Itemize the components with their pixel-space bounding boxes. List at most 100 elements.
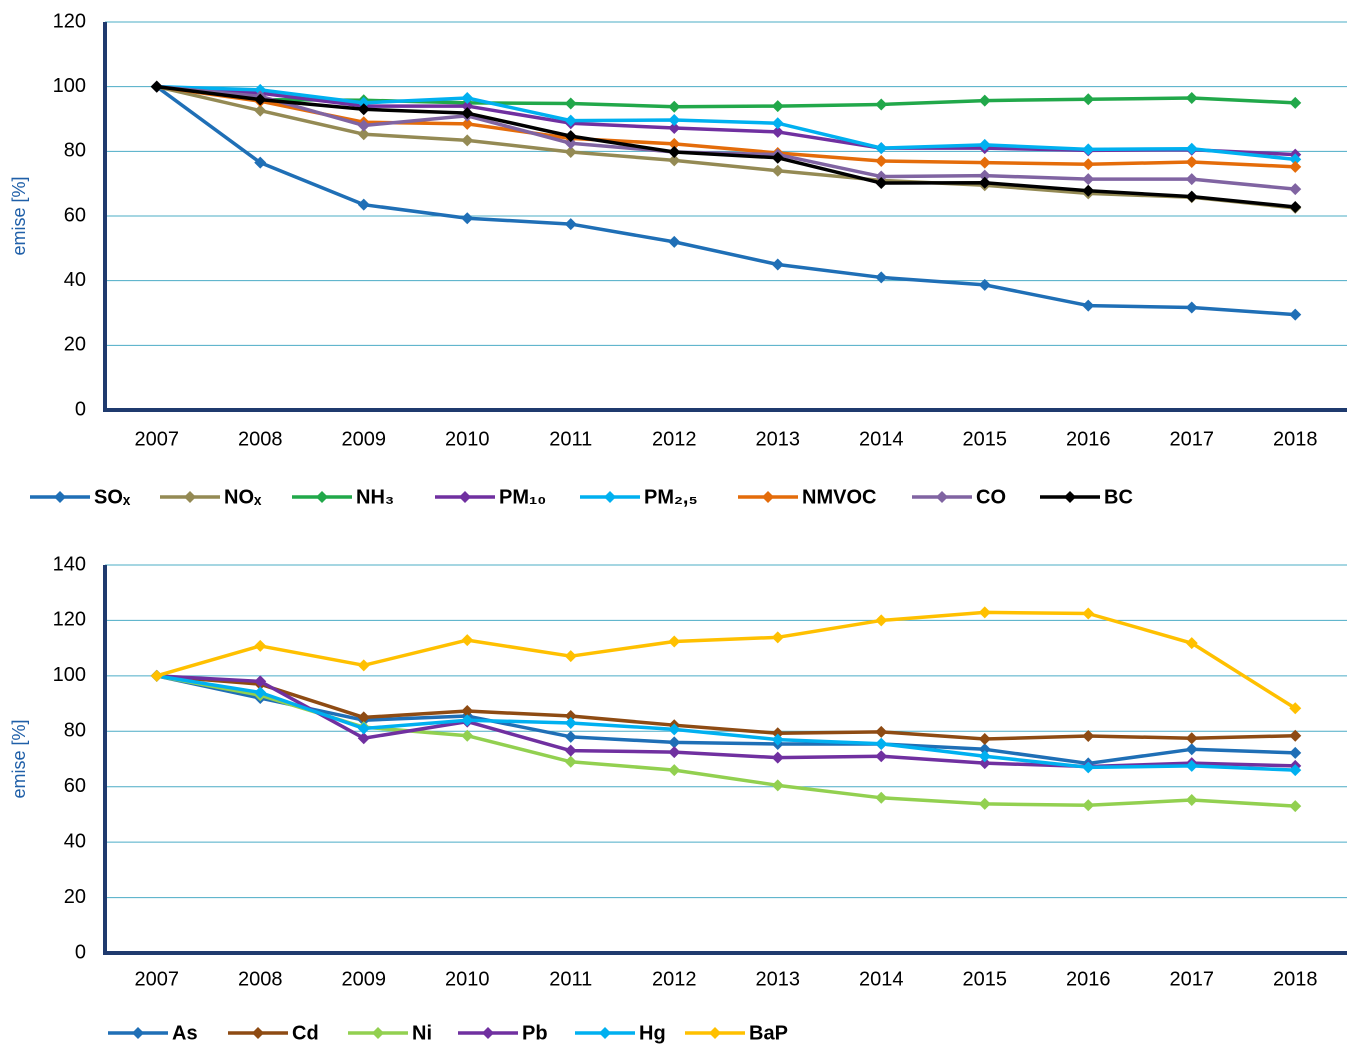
data-point (564, 137, 577, 150)
data-point (875, 98, 888, 111)
data-point (668, 235, 681, 248)
data-point (150, 669, 163, 682)
legend-marker (599, 1027, 611, 1039)
data-point (875, 177, 888, 190)
data-point (875, 614, 888, 627)
data-point (1082, 173, 1095, 186)
data-point (461, 714, 474, 727)
data-point (461, 705, 474, 718)
legend-label: CO (976, 486, 1006, 508)
x-tick-label: 2016 (1066, 428, 1111, 450)
legend-label: PM₁₀ (499, 486, 546, 508)
legend-marker (372, 1027, 384, 1039)
data-point (254, 686, 267, 699)
data-point (1082, 158, 1095, 171)
y-tick-label: 80 (64, 140, 86, 162)
series-line (156, 84, 1296, 209)
data-point (1082, 761, 1095, 774)
legend-label: BaP (749, 1022, 788, 1044)
data-point (771, 733, 784, 746)
legend-label: SOₓ (94, 486, 131, 508)
x-tick-label: 2013 (756, 428, 801, 450)
data-point (1289, 96, 1302, 109)
data-point (875, 155, 888, 168)
data-point (1082, 729, 1095, 742)
data-point (564, 744, 577, 757)
legend-marker (709, 1027, 721, 1039)
data-point (771, 258, 784, 271)
y-axis-title: emise [%] (9, 176, 29, 255)
legend-marker (1064, 491, 1076, 503)
data-point (1185, 301, 1198, 314)
y-tick-label: 60 (64, 204, 86, 226)
data-point (771, 117, 784, 130)
data-point (668, 100, 681, 113)
data-point (461, 117, 474, 130)
data-point (357, 659, 370, 672)
data-point (978, 176, 991, 189)
data-point (564, 730, 577, 743)
data-point (1289, 200, 1302, 213)
legend-marker (316, 491, 328, 503)
data-point (771, 125, 784, 138)
data-point (875, 725, 888, 738)
legend-label: NOₓ (224, 486, 262, 508)
data-point (461, 107, 474, 120)
legend-marker (252, 1027, 264, 1039)
data-point (668, 746, 681, 759)
data-point (978, 743, 991, 756)
data-point (461, 634, 474, 647)
data-point (1289, 702, 1302, 715)
series-line (156, 84, 1296, 162)
data-point (1082, 299, 1095, 312)
data-point (564, 755, 577, 768)
data-point (771, 100, 784, 113)
x-tick-label: 2009 (342, 428, 387, 450)
data-point (1289, 800, 1302, 813)
legend-label: PM₂,₅ (644, 486, 698, 508)
data-point (668, 154, 681, 167)
data-point (771, 164, 784, 177)
data-point (1185, 142, 1198, 155)
data-point (875, 170, 888, 183)
data-point (254, 83, 267, 96)
data-point (564, 97, 577, 110)
y-tick-label: 100 (53, 75, 86, 97)
data-point (978, 797, 991, 810)
data-point (771, 779, 784, 792)
y-tick-label: 40 (64, 830, 86, 852)
x-tick-label: 2010 (445, 968, 490, 990)
series-line (155, 85, 1296, 317)
data-point (978, 138, 991, 151)
x-tick-label: 2007 (135, 428, 180, 450)
data-point (461, 212, 474, 225)
data-point (668, 113, 681, 126)
data-point (461, 91, 474, 104)
data-point (1082, 607, 1095, 620)
series-line (156, 610, 1297, 710)
legend-label: NH₃ (356, 486, 394, 508)
x-tick-label: 2015 (963, 428, 1008, 450)
y-tick-label: 0 (75, 941, 86, 963)
data-point (357, 128, 370, 141)
x-tick-label: 2018 (1273, 968, 1318, 990)
data-point (1289, 183, 1302, 196)
data-point (875, 737, 888, 750)
data-point (978, 606, 991, 619)
data-point (254, 93, 267, 106)
data-point (668, 635, 681, 648)
data-point (1082, 799, 1095, 812)
legend-label: Ni (412, 1022, 432, 1044)
y-tick-label: 80 (64, 720, 86, 742)
data-point (357, 198, 370, 211)
x-tick-label: 2017 (1170, 428, 1215, 450)
data-point (461, 134, 474, 147)
x-tick-label: 2011 (549, 968, 592, 990)
data-point (1185, 173, 1198, 186)
series-line (156, 674, 1296, 769)
data-point (254, 104, 267, 117)
data-point (1289, 160, 1302, 173)
data-point (1185, 156, 1198, 169)
legend-label: Cd (292, 1022, 319, 1044)
